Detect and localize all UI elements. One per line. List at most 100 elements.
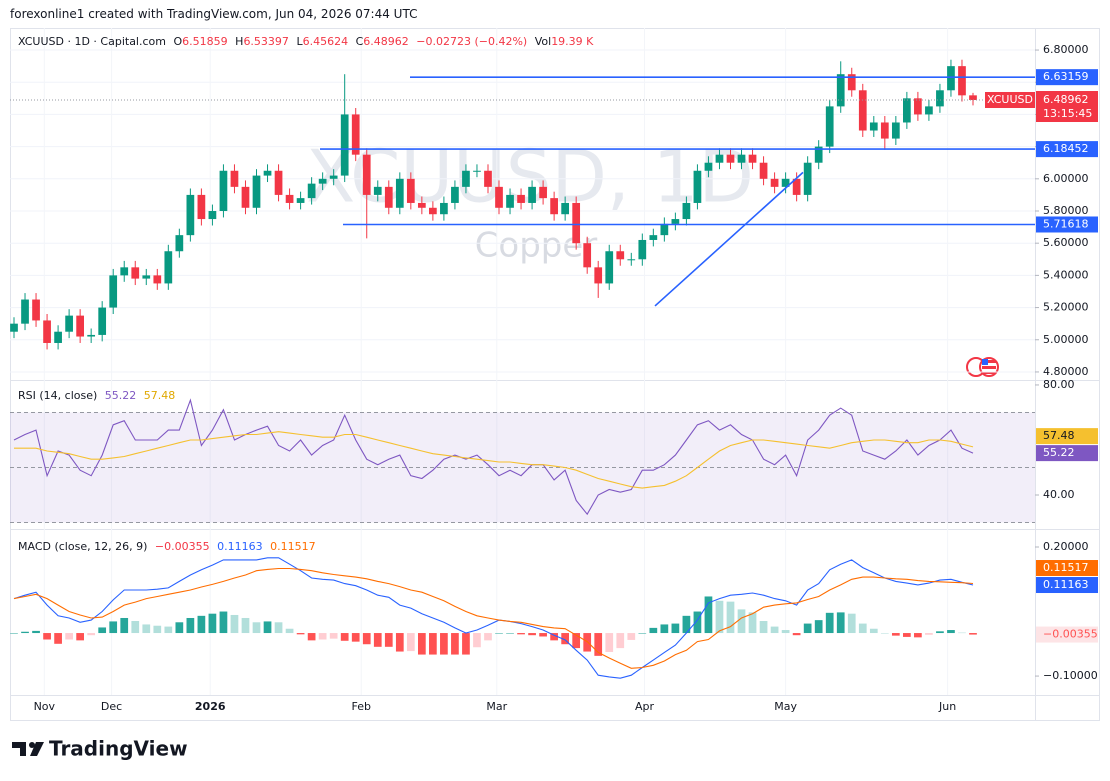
candle-body bbox=[627, 259, 636, 261]
histogram-bar bbox=[814, 620, 823, 634]
candle-body bbox=[583, 243, 592, 268]
histogram-bar bbox=[131, 620, 140, 634]
x-tick-label: Jun bbox=[938, 700, 956, 713]
candle-body bbox=[318, 178, 327, 184]
histogram-bar bbox=[252, 622, 261, 634]
histogram-bar bbox=[495, 633, 503, 634]
histogram-bar bbox=[32, 630, 40, 634]
macd-line bbox=[13, 557, 974, 679]
candle-body bbox=[594, 267, 603, 284]
candle-body bbox=[671, 219, 680, 224]
histogram-bar bbox=[836, 612, 845, 634]
histogram-label: −0.00355 bbox=[1043, 628, 1098, 641]
histogram-bar bbox=[241, 617, 250, 634]
histogram-bar bbox=[274, 622, 283, 634]
histogram-bar bbox=[87, 633, 96, 636]
y-tick-label: 4.80000 bbox=[1043, 365, 1089, 378]
macd-legend: MACD (close, 12, 26, 9) −0.00355 0.11163… bbox=[18, 540, 320, 553]
histogram-bar bbox=[914, 633, 922, 638]
histogram-bar bbox=[451, 633, 459, 655]
candle-body bbox=[903, 98, 911, 123]
histogram-bar bbox=[517, 633, 525, 635]
y-tick-label: 5.20000 bbox=[1043, 301, 1089, 314]
ohlc-label: O bbox=[173, 35, 183, 48]
candle-body bbox=[947, 66, 955, 91]
histogram-bar bbox=[219, 611, 228, 634]
x-tick-label: Apr bbox=[635, 700, 655, 713]
histogram-label-box bbox=[1036, 626, 1098, 643]
candle-body bbox=[693, 170, 702, 203]
candle-body bbox=[803, 162, 812, 195]
histogram-bar bbox=[10, 633, 18, 634]
histogram-bar bbox=[704, 596, 713, 634]
candles bbox=[10, 59, 977, 350]
symbol-tag bbox=[985, 92, 1035, 109]
y-tick-label: −0.10000 bbox=[1043, 669, 1098, 682]
candle-body bbox=[362, 154, 371, 195]
last-value-label-box bbox=[1036, 560, 1098, 577]
candle-body bbox=[186, 194, 195, 236]
price-label-box bbox=[1036, 91, 1098, 123]
signal-value: 0.11517 bbox=[270, 540, 316, 553]
histogram-bar bbox=[98, 627, 107, 634]
candle-body bbox=[891, 122, 900, 139]
candle-body bbox=[241, 186, 250, 208]
candle-body bbox=[880, 122, 889, 139]
candle-body bbox=[814, 146, 823, 163]
rsi-value: 55.22 bbox=[104, 389, 137, 402]
candle-body bbox=[969, 95, 977, 101]
candle-body bbox=[384, 186, 393, 208]
brand-name: TradingView bbox=[49, 737, 188, 761]
histogram-bar bbox=[572, 633, 581, 649]
histogram-bar bbox=[429, 633, 437, 655]
candle-body bbox=[142, 275, 151, 279]
candle-body bbox=[175, 235, 184, 252]
histogram-bar bbox=[153, 625, 162, 634]
histogram-bar bbox=[858, 623, 867, 634]
histogram-bar bbox=[65, 633, 73, 640]
histogram-bar bbox=[440, 633, 448, 655]
histogram-bar bbox=[748, 612, 757, 634]
histogram-bar bbox=[142, 624, 151, 634]
last-value-label-box bbox=[1036, 445, 1098, 462]
countdown: 13:15:45 bbox=[1043, 107, 1092, 120]
candle-body bbox=[153, 275, 162, 284]
histogram-bar bbox=[539, 633, 547, 637]
y-tick-label: 40.00 bbox=[1043, 488, 1075, 501]
x-tick-label: Feb bbox=[351, 700, 370, 713]
candle-body bbox=[197, 194, 206, 220]
histogram-bar bbox=[594, 633, 603, 656]
histogram-bar bbox=[120, 617, 129, 634]
histogram-bar bbox=[627, 633, 636, 640]
macd-value: 0.11163 bbox=[217, 540, 263, 553]
change: −0.02723 (−0.42%) bbox=[416, 35, 528, 48]
histogram-bar bbox=[164, 626, 173, 634]
candle-body bbox=[528, 186, 536, 203]
candle-body bbox=[252, 175, 261, 208]
candle-body bbox=[263, 170, 272, 176]
candle-body bbox=[351, 114, 360, 155]
candle-body bbox=[737, 154, 746, 163]
last-value-label-box bbox=[1036, 428, 1098, 445]
candle-body bbox=[462, 170, 470, 187]
last-value-label: 0.11517 bbox=[1043, 561, 1089, 574]
rsi-legend: RSI (14, close) 55.22 57.48 bbox=[18, 389, 179, 402]
candle-body bbox=[98, 307, 107, 335]
y-tick-label: 6.80000 bbox=[1043, 43, 1089, 56]
candle-body bbox=[329, 175, 338, 179]
histogram-bar bbox=[649, 627, 658, 634]
candle-body bbox=[759, 162, 768, 179]
candle-body bbox=[10, 323, 18, 332]
candle-body bbox=[54, 331, 62, 343]
histogram-bar bbox=[329, 633, 338, 639]
candle-body bbox=[925, 106, 933, 115]
histogram-bar bbox=[638, 633, 647, 634]
y-tick-label: 5.00000 bbox=[1043, 333, 1089, 346]
histogram-bar bbox=[660, 624, 669, 634]
histogram-bar bbox=[208, 613, 217, 634]
candle-body bbox=[572, 202, 581, 244]
histogram-bar bbox=[726, 601, 735, 634]
histogram-bar bbox=[230, 614, 239, 634]
candle-body bbox=[649, 235, 658, 240]
